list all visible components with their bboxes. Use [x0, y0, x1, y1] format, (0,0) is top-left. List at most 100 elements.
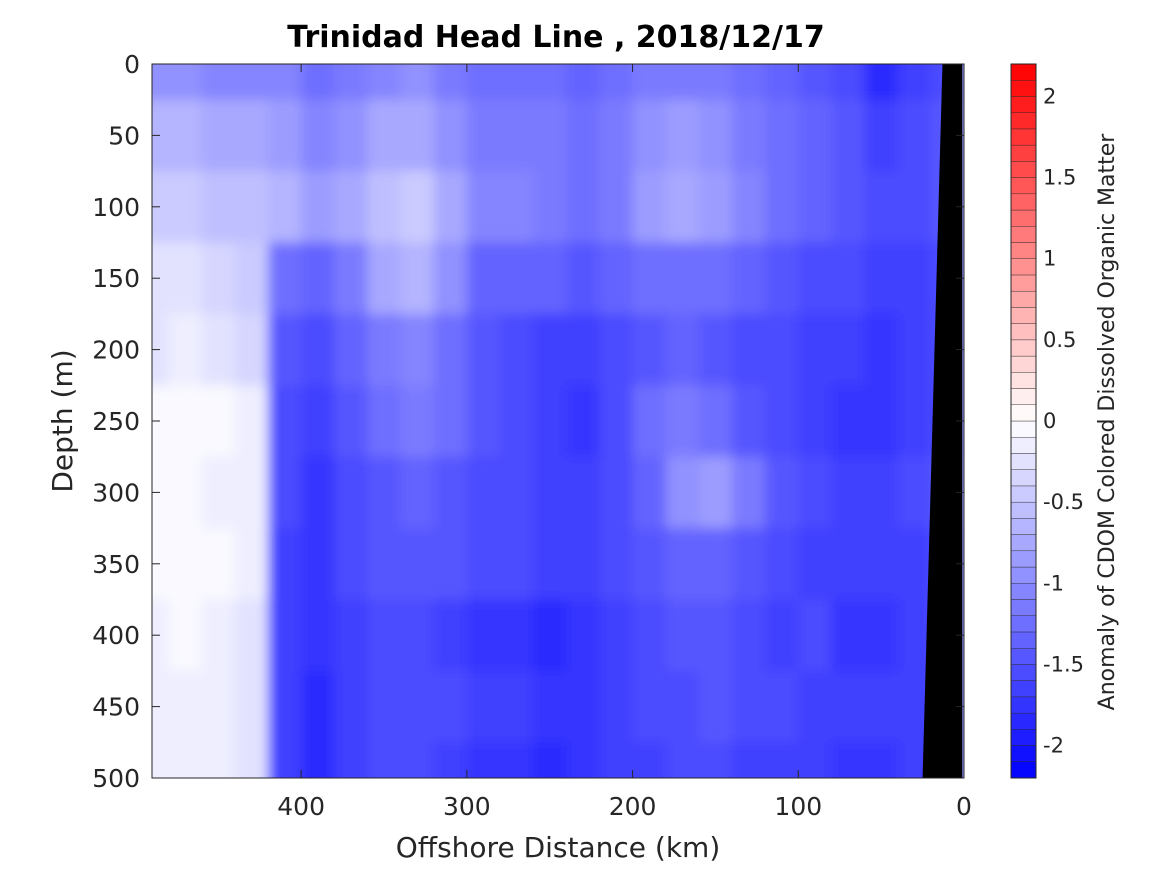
heatmap-cell — [599, 742, 634, 778]
colorbar-band — [1010, 566, 1037, 584]
heatmap-cell — [334, 528, 368, 600]
heatmap-cell — [433, 528, 468, 600]
x-axis-title: Offshore Distance (km) — [396, 831, 721, 864]
heatmap-cell — [268, 99, 302, 172]
heatmap-cell — [798, 171, 832, 243]
colorbar-band — [1010, 680, 1037, 698]
colorbar-band — [1010, 501, 1037, 519]
heatmap-cell — [500, 64, 534, 101]
heatmap-cell — [367, 64, 402, 101]
heatmap-cell — [234, 385, 269, 458]
heatmap-cell — [400, 385, 435, 458]
heatmap-cell — [533, 242, 567, 315]
heatmap-cell — [665, 385, 700, 458]
heatmap-cell — [698, 313, 733, 386]
heatmap-cell — [400, 456, 435, 529]
heatmap-cell — [765, 171, 799, 243]
colorbar-band — [1010, 615, 1037, 633]
heatmap-cell — [234, 670, 269, 743]
heatmap-cell — [201, 528, 236, 600]
heatmap-cell — [698, 528, 733, 600]
heatmap-cell — [765, 313, 799, 386]
heatmap-cell — [864, 171, 899, 243]
heatmap-cell — [831, 99, 866, 172]
heatmap-cell — [268, 670, 302, 743]
heatmap-cell — [698, 742, 733, 778]
colorbar-band — [1010, 161, 1037, 178]
colorbar-band — [1010, 631, 1037, 649]
heatmap-cell — [765, 242, 799, 315]
chart-title: Trinidad Head Line , 2018/12/17 — [287, 20, 824, 55]
heatmap-cell — [533, 456, 567, 529]
heatmap-cell — [201, 385, 236, 458]
heatmap-cell — [864, 742, 899, 778]
heatmap-cell — [566, 313, 600, 386]
colorbar-tick-label: -2 — [1043, 734, 1064, 758]
heatmap-cell — [201, 313, 236, 386]
x-tick-label: 400 — [277, 792, 325, 821]
heatmap-cell — [301, 599, 335, 672]
heatmap-cell — [301, 385, 335, 458]
heatmap-cell — [500, 99, 534, 172]
heatmap-cell — [367, 385, 402, 458]
heatmap-cell — [566, 456, 600, 529]
heatmap-cell — [466, 171, 501, 243]
heatmap-cell — [798, 528, 832, 600]
colorbar-ticks: 2 1.5 1 0.5 0 -0.5 -1 -1.5 -2 — [1043, 84, 1084, 757]
colorbar-band — [1010, 583, 1037, 600]
heatmap-cell — [566, 742, 600, 778]
heatmap-cell — [433, 242, 468, 315]
heatmap-cell — [234, 99, 269, 172]
colorbar-band — [1010, 550, 1037, 568]
heatmap-cell — [698, 242, 733, 315]
heatmap-cell — [433, 742, 468, 778]
heatmap-cell — [798, 385, 832, 458]
heatmap-cell — [599, 64, 634, 101]
x-tick-label: 0 — [956, 792, 972, 821]
colorbar-band — [1010, 112, 1037, 130]
x-tick-label: 100 — [774, 792, 822, 821]
heatmap-cell — [367, 742, 402, 778]
heatmap-cell — [367, 599, 402, 672]
heatmap-cell — [698, 64, 733, 101]
heatmap-cell — [632, 528, 667, 600]
heatmap-cell — [400, 242, 435, 315]
heatmap-cell — [698, 171, 733, 243]
heatmap-cell — [533, 313, 567, 386]
heatmap-cell — [566, 385, 600, 458]
colorbar-band — [1010, 469, 1037, 487]
heatmap-cell — [732, 670, 766, 743]
heatmap-cell — [897, 313, 932, 386]
heatmap-cell — [599, 670, 634, 743]
colorbar-title: Anomaly of CDOM Colored Dissolved Organi… — [1095, 133, 1120, 711]
heatmap-cell — [864, 313, 899, 386]
colorbar-band — [1010, 63, 1037, 81]
heatmap-cell — [234, 528, 269, 600]
heatmap-cell — [234, 171, 269, 243]
heatmap-cell — [500, 456, 534, 529]
heatmap-cell — [168, 599, 203, 672]
heatmap-cell — [632, 99, 667, 172]
heatmap-cell — [301, 99, 335, 172]
heatmap-cell — [268, 313, 302, 386]
heatmap-cell — [234, 242, 269, 315]
y-axis-title: Depth (m) — [46, 349, 79, 492]
heatmap-cell — [632, 171, 667, 243]
heatmap-cell — [864, 456, 899, 529]
heatmap-cell — [152, 385, 170, 458]
heatmap-cell — [632, 599, 667, 672]
heatmap-cell — [152, 670, 170, 743]
heatmap-cell — [831, 385, 866, 458]
colorbar-band — [1010, 339, 1037, 357]
heatmap-cell — [831, 313, 866, 386]
heatmap-cell — [301, 64, 335, 101]
heatmap-cell — [301, 456, 335, 529]
heatmap-cell — [533, 528, 567, 600]
heatmap-cell — [334, 742, 368, 778]
heatmap-cell — [864, 599, 899, 672]
heatmap-cell — [500, 242, 534, 315]
heatmap-cell — [268, 385, 302, 458]
y-tick-label: 150 — [92, 264, 140, 293]
heatmap-cell — [632, 670, 667, 743]
